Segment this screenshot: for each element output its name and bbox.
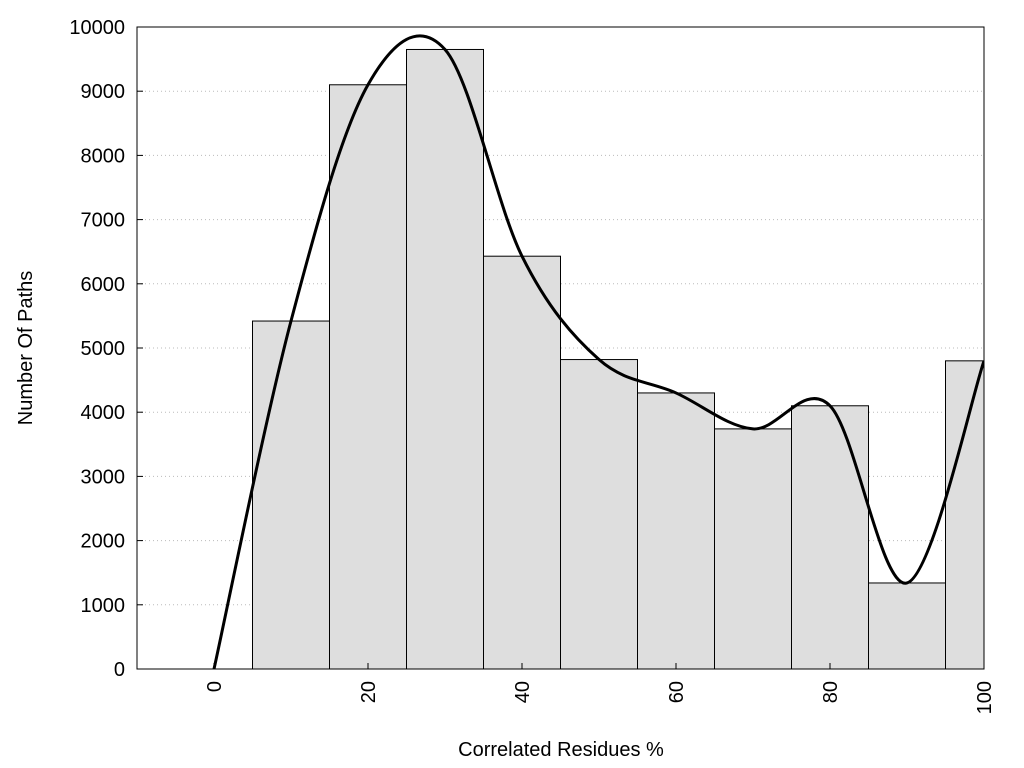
bar xyxy=(945,360,984,669)
y-tick-label: 2000 xyxy=(81,531,126,553)
bar xyxy=(560,359,638,669)
bar xyxy=(868,582,946,669)
x-tick-label: 40 xyxy=(512,681,534,703)
y-axis-label: Number Of Paths xyxy=(15,271,37,426)
bar xyxy=(637,392,715,669)
x-tick-label: 20 xyxy=(358,681,380,703)
x-tick-label: 0 xyxy=(204,681,226,692)
x-axis-label: Correlated Residues % xyxy=(458,739,664,761)
y-tick-label: 10000 xyxy=(69,17,125,39)
y-tick-label: 1000 xyxy=(81,595,126,617)
x-tick-label: 80 xyxy=(820,681,842,703)
bar xyxy=(329,84,407,669)
y-tick-label: 0 xyxy=(114,659,125,681)
y-tick-label: 9000 xyxy=(81,81,126,103)
x-tick-label: 60 xyxy=(666,681,688,703)
y-tick-label: 8000 xyxy=(81,145,126,167)
y-tick-label: 5000 xyxy=(81,338,126,360)
y-tick-label: 3000 xyxy=(81,466,126,488)
bar xyxy=(714,428,792,669)
x-tick-label: 100 xyxy=(974,681,996,714)
y-tick-label: 4000 xyxy=(81,402,126,424)
bar xyxy=(483,255,561,669)
plot-frame xyxy=(136,26,985,670)
bar xyxy=(406,48,484,669)
plot xyxy=(212,34,984,669)
y-tick-label: 6000 xyxy=(81,274,126,296)
curve xyxy=(212,34,984,669)
y-tick-label: 7000 xyxy=(81,210,126,232)
bar xyxy=(252,320,330,669)
bar xyxy=(791,405,869,669)
